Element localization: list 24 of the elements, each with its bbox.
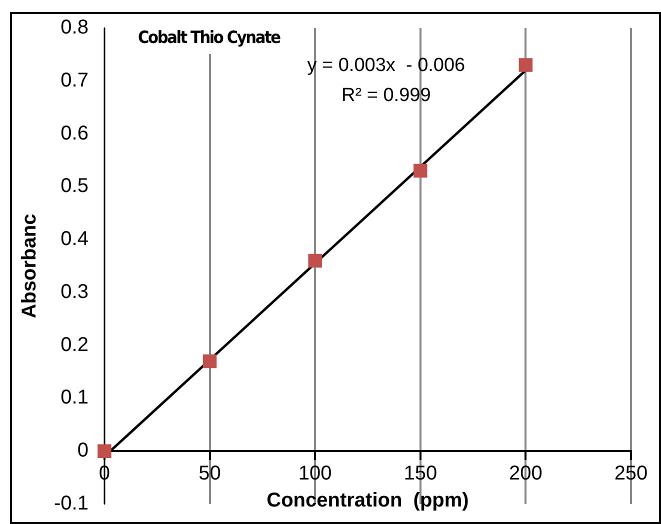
x-tick-label: 50	[198, 462, 221, 485]
y-tick-label: 0.3	[60, 280, 88, 303]
y-tick-label: 0.4	[60, 228, 88, 250]
point	[202, 354, 217, 368]
x-axis-title: Concentration (ppm)	[266, 490, 469, 512]
point	[308, 254, 322, 268]
y-tick-label: 0.8	[60, 16, 88, 39]
y-tick-label: 0.7	[60, 69, 88, 92]
chart-title: Cobalt Thio Cynate	[128, 24, 290, 54]
y-tick-label: 0.1	[60, 386, 88, 409]
point	[414, 164, 428, 178]
y-tick-label: 0.5	[60, 175, 88, 198]
x-tick-label: 200	[509, 462, 542, 485]
point	[518, 58, 533, 72]
x-tick-label: 100	[298, 462, 332, 485]
y-tick-label: -0.1	[54, 492, 88, 515]
annotation: R² = 0.999	[342, 85, 431, 106]
x-tick-label: 150	[404, 462, 438, 485]
x-tick-label: 250	[614, 462, 648, 485]
annotation: y = 0.003x - 0.006	[307, 55, 466, 76]
y-tick-label: 0	[77, 440, 88, 462]
y-axis-title: Absorbanc	[18, 214, 41, 318]
y-tick-label: 0.6	[60, 122, 88, 144]
y-tick-label: 0.2	[60, 334, 88, 356]
